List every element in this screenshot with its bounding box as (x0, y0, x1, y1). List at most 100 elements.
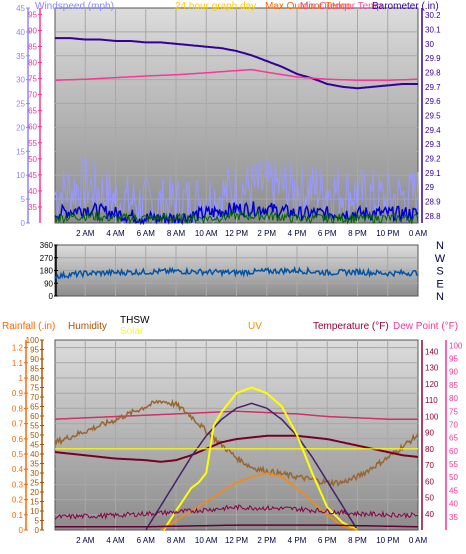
axis-tick-label: 75 (449, 407, 458, 416)
legend-label: Solar (120, 326, 144, 337)
legend-label: Humidity (68, 321, 107, 332)
axis-tick-label: 30.2 (425, 11, 441, 20)
axis-tick-label: 29.3 (425, 140, 441, 149)
axis-tick-label: 5 (21, 195, 26, 204)
series-line (54, 398, 419, 488)
direction-label: S (436, 266, 443, 278)
axis-tick-label: 60 (425, 477, 434, 486)
axis-tick-label: 29.6 (425, 97, 441, 106)
chart-title: 24 hour graph day (175, 1, 256, 12)
axis-tick-label: 85 (449, 381, 458, 390)
axis-tick-label: 130 (425, 364, 439, 373)
x-tick-label: 10 PM (376, 536, 399, 545)
axis-tick-label: 100 (26, 336, 40, 345)
legend-label: Barometer (.in) (372, 1, 439, 12)
axis-tick-label: 10 (16, 171, 25, 180)
series-line (55, 524, 419, 528)
series-line (54, 265, 419, 280)
series-line (54, 201, 419, 226)
axis-tick-label: 95 (30, 346, 39, 355)
legend-label: Temperature (°F) (313, 321, 389, 332)
axis-tick-label: 0.4 (12, 465, 24, 474)
legend-label: THSW (120, 315, 150, 326)
legend-label: Min Outdoor Temp. (300, 1, 385, 12)
axis-tick-label: 120 (425, 380, 439, 389)
axis-tick-label: 75 (28, 75, 37, 84)
axis-tick-label: 95 (449, 354, 458, 363)
axis-tick-label: 110 (425, 396, 438, 405)
axis-tick-label: 95 (28, 10, 37, 19)
x-tick-label: 8 AM (167, 229, 186, 238)
axis-tick-label: 35 (30, 460, 39, 469)
axis-tick-label: 35 (16, 52, 25, 61)
axis-tick-label: 140 (425, 347, 439, 356)
axis-tick-label: 90 (28, 26, 37, 35)
axis-tick-label: 1.1 (12, 359, 24, 368)
axis-tick-label: 35 (28, 203, 37, 212)
axis-tick-label: 55 (449, 460, 458, 469)
x-tick-label: 4 AM (106, 229, 125, 238)
x-tick-label: 4 PM (288, 536, 307, 545)
axis-tick-label: 0.5 (12, 450, 24, 459)
axis-tick-label: 50 (28, 155, 37, 164)
series-line (54, 504, 419, 521)
axis-tick-label: 1.2 (12, 344, 24, 353)
axis-tick-label: 30 (30, 469, 39, 478)
x-tick-label: 4 PM (288, 229, 307, 238)
axis-tick-label: 60 (28, 123, 37, 132)
axis-tick-label: 10 (30, 507, 39, 516)
axis-tick-label: 29 (425, 183, 434, 192)
legend-label: UV (248, 321, 262, 332)
x-tick-label: 10 AM (195, 229, 218, 238)
axis-tick-label: 0.8 (12, 404, 24, 413)
axis-tick-label: 20 (30, 488, 39, 497)
axis-tick-label: 50 (425, 494, 434, 503)
axis-tick-label: 55 (30, 422, 39, 431)
axis-tick-label: 0.3 (12, 480, 24, 489)
axis-tick-label: 65 (28, 107, 37, 116)
axis-tick-label: 0 (49, 292, 54, 301)
axis-tick-label: 15 (30, 498, 39, 507)
axis-tick-label: 360 (40, 241, 54, 250)
axis-tick-label: 45 (16, 4, 25, 13)
axis-tick-label: 90 (449, 368, 458, 377)
x-tick-label: 2 AM (76, 536, 95, 545)
axis-tick-label: 45 (30, 441, 39, 450)
axis-tick-label: 25 (30, 479, 39, 488)
x-tick-label: 8 PM (348, 229, 367, 238)
axis-tick-label: 180 (40, 267, 54, 276)
legend-label: Max Outdoor Temp. (265, 1, 353, 12)
axis-tick-label: 30 (425, 40, 434, 49)
series-line (54, 210, 419, 225)
axis-tick-label: 90 (44, 279, 53, 288)
axis-tick-label: 30.1 (425, 26, 441, 35)
axis-tick-label: 29.8 (425, 69, 441, 78)
axis-tick-label: 45 (28, 171, 37, 180)
axis-tick-label: 90 (30, 355, 39, 364)
x-tick-label: 2 PM (257, 229, 276, 238)
axis-tick-label: 0.6 (12, 435, 24, 444)
x-tick-label: 2 PM (257, 536, 276, 545)
axis-tick-label: 85 (28, 43, 37, 52)
axis-tick-label: 50 (30, 431, 39, 440)
axis-tick-label: 70 (28, 91, 37, 100)
axis-tick-label: 0.1 (12, 511, 24, 520)
axis-tick-label: 90 (425, 429, 434, 438)
axis-tick-label: 70 (449, 420, 458, 429)
axis-tick-label: 80 (449, 394, 458, 403)
axis-tick-label: 0 (19, 526, 24, 535)
axis-tick-label: 65 (30, 403, 39, 412)
axis-tick-label: 5 (35, 517, 40, 526)
axis-tick-label: 75 (30, 384, 39, 393)
x-tick-label: 4 AM (106, 536, 125, 545)
axis-tick-label: 29.2 (425, 155, 441, 164)
axis-tick-label: 35 (449, 513, 458, 522)
direction-label: E (436, 278, 443, 290)
x-tick-label: 10 AM (195, 536, 218, 545)
x-tick-label: 8 PM (348, 536, 367, 545)
axis-tick-label: 85 (30, 365, 39, 374)
series-line (54, 434, 419, 463)
axis-tick-label: 25 (16, 100, 25, 109)
direction-label: N (436, 291, 444, 303)
axis-tick-label: 60 (449, 447, 458, 456)
